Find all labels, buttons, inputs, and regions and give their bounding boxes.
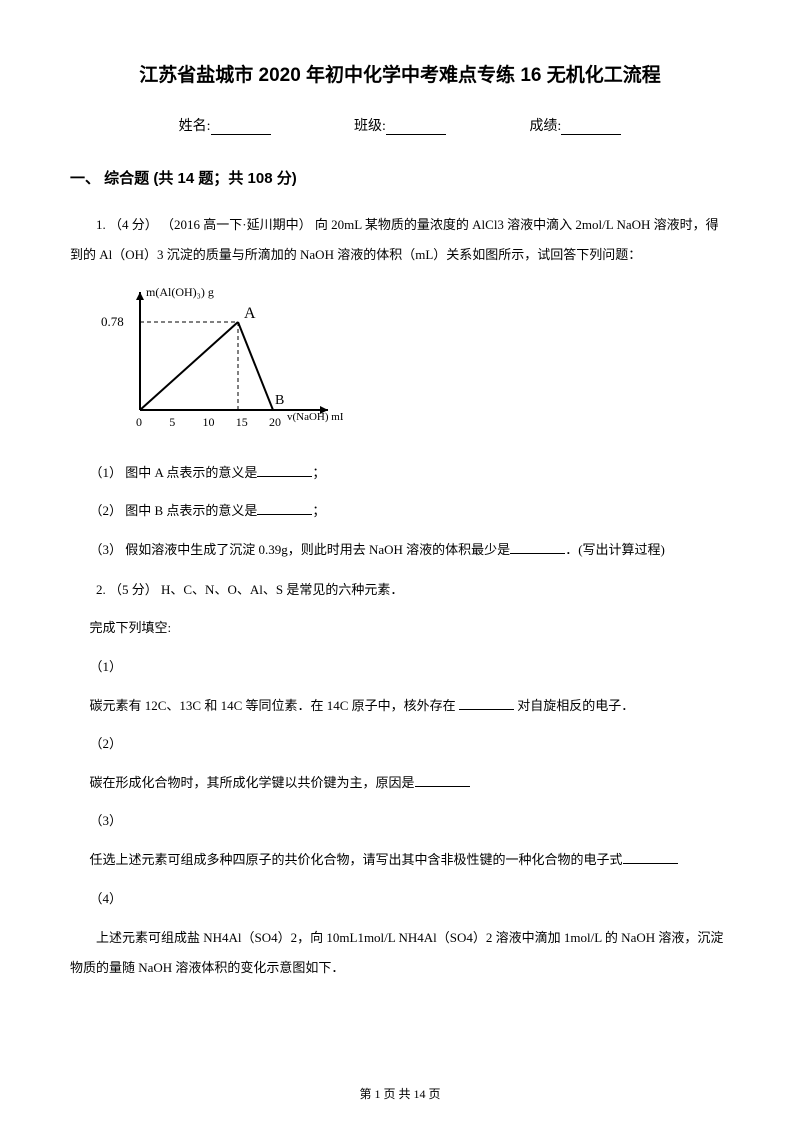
svg-text:B: B: [275, 393, 284, 408]
q1-sub3-text: （3） 假如溶液中生成了沉淀 0.39g，则此时用去 NaOH 溶液的体积最少是: [90, 542, 511, 557]
q2-s2-text: 碳在形成化合物时，其所成化学键以共价键为主，原因是: [90, 775, 415, 790]
q1-sub1: （1） 图中 A 点表示的意义是 ；: [70, 459, 730, 488]
blank: [257, 503, 312, 515]
svg-text:0: 0: [136, 415, 142, 429]
q2-s1a: 碳元素有 12C、13C 和 14C 等同位素．在 14C 原子中，核外存在: [90, 698, 459, 713]
q1-chart: m(Al(OH)₃) g 0.78 A B 0 5 10 15 20 v(NaOH) mL: [98, 280, 730, 445]
svg-text:15: 15: [236, 415, 248, 429]
q2-stem: 2. （5 分） H、C、N、O、Al、S 是常见的六种元素．: [70, 575, 730, 605]
chart-svg: m(Al(OH)₃) g 0.78 A B 0 5 10 15 20 v(NaOH) mL: [98, 280, 343, 440]
q2-s1b: 对自旋相反的电子．: [514, 698, 634, 713]
q2-n2: （2）: [70, 730, 730, 759]
q1-sub2: （2） 图中 B 点表示的意义是 ；: [70, 497, 730, 526]
page-footer: 第 1 页 共 14 页: [0, 1085, 800, 1102]
info-row: 姓名: 班级: 成绩:: [70, 115, 730, 135]
svg-text:A: A: [244, 305, 256, 322]
q2-lead: 完成下列填空:: [70, 614, 730, 643]
name-field: 姓名:: [179, 115, 271, 135]
section-heading: 一、 综合题 (共 14 题；共 108 分): [70, 167, 730, 188]
score-field: 成绩:: [529, 115, 621, 135]
q1-stem: 1. （4 分） （2016 高一下·延川期中） 向 20mL 某物质的量浓度的…: [70, 210, 730, 270]
q1-sub1-text: （1） 图中 A 点表示的意义是: [90, 465, 258, 480]
q1-sub3: （3） 假如溶液中生成了沉淀 0.39g，则此时用去 NaOH 溶液的体积最少是…: [70, 536, 730, 565]
blank: [459, 698, 514, 710]
name-underline: [211, 121, 271, 135]
svg-text:20: 20: [269, 415, 281, 429]
blank: [257, 465, 312, 477]
q1-sub3-tail: ．(写出计算过程): [565, 542, 665, 557]
svg-text:m(Al(OH)₃) g: m(Al(OH)₃) g: [146, 285, 214, 299]
class-underline: [386, 121, 446, 135]
q1-sub2-text: （2） 图中 B 点表示的意义是: [90, 503, 258, 518]
blank: [415, 775, 470, 787]
class-label: 班级:: [354, 119, 386, 134]
q2-s4: 上述元素可组成盐 NH4Al（SO4）2，向 10mL1mol/L NH4Al（…: [70, 923, 730, 983]
semi: ；: [312, 503, 325, 518]
q2-n4: （4）: [70, 885, 730, 914]
blank: [510, 542, 565, 554]
q2-s1: 碳元素有 12C、13C 和 14C 等同位素．在 14C 原子中，核外存在 对…: [70, 692, 730, 721]
semi: ；: [312, 465, 325, 480]
page-title: 江苏省盐城市 2020 年初中化学中考难点专练 16 无机化工流程: [70, 60, 730, 87]
score-label: 成绩:: [529, 119, 561, 134]
name-label: 姓名:: [179, 119, 211, 134]
q2-s3: 任选上述元素可组成多种四原子的共价化合物，请写出其中含非极性键的一种化合物的电子…: [70, 846, 730, 875]
q2-n3: （3）: [70, 807, 730, 836]
svg-text:5: 5: [169, 415, 175, 429]
svg-text:10: 10: [203, 415, 215, 429]
class-field: 班级:: [354, 115, 446, 135]
svg-text:v(NaOH) mL: v(NaOH) mL: [287, 411, 343, 423]
q2-n1: （1）: [70, 653, 730, 682]
score-underline: [561, 121, 621, 135]
q2-s2: 碳在形成化合物时，其所成化学键以共价键为主，原因是: [70, 769, 730, 798]
q2-s3-text: 任选上述元素可组成多种四原子的共价化合物，请写出其中含非极性键的一种化合物的电子…: [90, 852, 623, 867]
svg-text:0.78: 0.78: [101, 314, 124, 329]
blank: [623, 852, 678, 864]
